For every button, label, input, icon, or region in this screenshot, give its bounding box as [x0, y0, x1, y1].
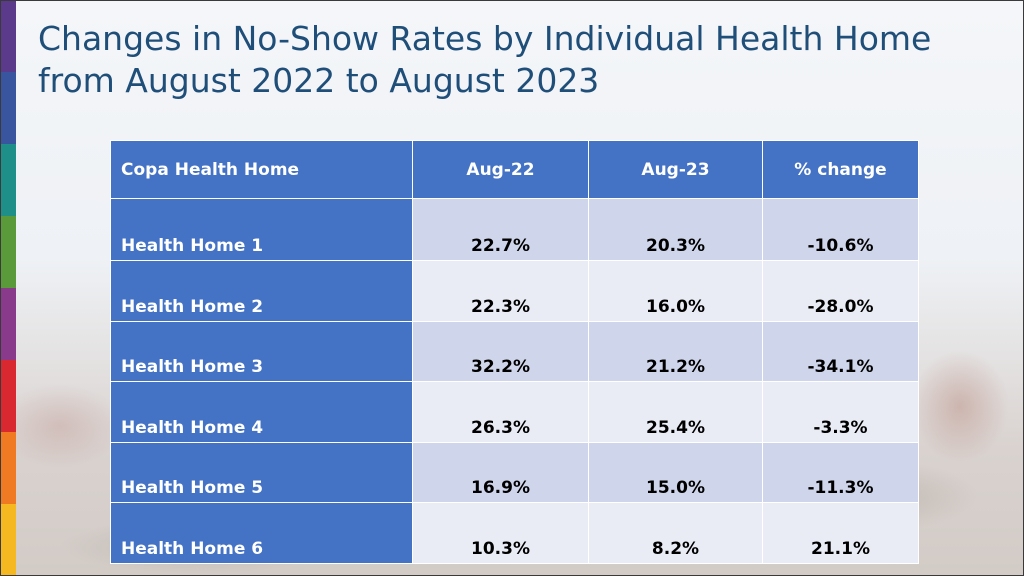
aug22-value: 32.2% [412, 320, 589, 382]
accent-stripe [0, 0, 16, 72]
health-home-name: Health Home 6 [110, 502, 413, 564]
no-show-rates-table: Copa Health Home Aug-22 Aug-23 % change … [110, 140, 919, 564]
table-row: Health Home 3 32.2% 21.2% -34.1% [110, 320, 919, 382]
table-row: Health Home 5 16.9% 15.0% -11.3% [110, 441, 919, 503]
health-home-name: Health Home 2 [110, 260, 413, 322]
aug23-value: 8.2% [588, 502, 763, 564]
table-row: Health Home 1 22.7% 20.3% -10.6% [110, 198, 919, 261]
header-percent-change: % change [762, 140, 919, 199]
header-aug-22: Aug-22 [412, 140, 589, 199]
aug23-value: 16.0% [588, 260, 763, 322]
aug23-value: 25.4% [588, 381, 763, 443]
percent-change-value: 21.1% [762, 502, 919, 564]
table-row: Health Home 4 26.3% 25.4% -3.3% [110, 381, 919, 443]
table-header-row: Copa Health Home Aug-22 Aug-23 % change [110, 140, 919, 199]
table-row: Health Home 2 22.3% 16.0% -28.0% [110, 260, 919, 322]
percent-change-value: -34.1% [762, 320, 919, 382]
aug23-value: 15.0% [588, 441, 763, 503]
slide-title: Changes in No-Show Rates by Individual H… [38, 18, 938, 102]
slide-title-line-1: Changes in No-Show Rates by Individual H… [38, 19, 932, 58]
accent-stripe [0, 72, 16, 144]
accent-stripe [0, 144, 16, 216]
accent-color-stripes [0, 0, 16, 576]
accent-stripe [0, 504, 16, 576]
accent-stripe [0, 360, 16, 432]
aug23-value: 21.2% [588, 320, 763, 382]
accent-stripe [0, 216, 16, 288]
header-aug-23: Aug-23 [588, 140, 763, 199]
table-row: Health Home 6 10.3% 8.2% 21.1% [110, 502, 919, 564]
accent-stripe [0, 432, 16, 504]
health-home-name: Health Home 3 [110, 320, 413, 382]
percent-change-value: -10.6% [762, 198, 919, 261]
percent-change-value: -11.3% [762, 441, 919, 503]
header-copa-health-home: Copa Health Home [110, 140, 413, 199]
aug23-value: 20.3% [588, 198, 763, 261]
aug22-value: 22.7% [412, 198, 589, 261]
percent-change-value: -28.0% [762, 260, 919, 322]
health-home-name: Health Home 4 [110, 381, 413, 443]
aug22-value: 10.3% [412, 502, 589, 564]
aug22-value: 26.3% [412, 381, 589, 443]
slide-title-line-2: from August 2022 to August 2023 [38, 61, 600, 100]
aug22-value: 22.3% [412, 260, 589, 322]
percent-change-value: -3.3% [762, 381, 919, 443]
health-home-name: Health Home 5 [110, 441, 413, 503]
health-home-name: Health Home 1 [110, 198, 413, 261]
accent-stripe [0, 288, 16, 360]
